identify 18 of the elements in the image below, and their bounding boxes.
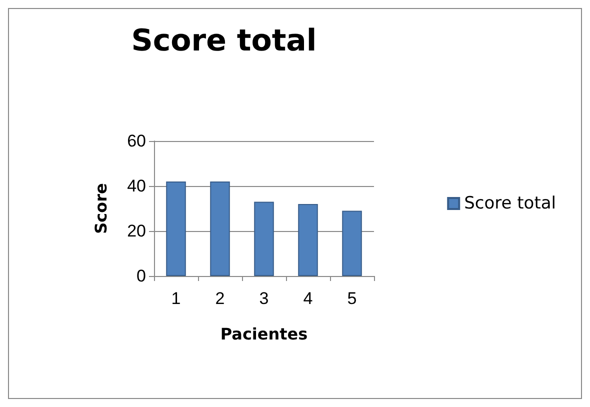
x-tick-label: 1 [171,289,181,308]
bar [210,182,230,276]
y-tick-label: 0 [136,266,146,286]
y-tick-label: 40 [127,176,146,196]
y-axis-title: Score [92,182,110,234]
bar [342,210,362,276]
legend-label: Score total [464,194,556,214]
y-tick-label: 60 [127,132,146,150]
bar [254,202,274,276]
x-tick-label: 3 [259,289,269,308]
x-tick-label: 4 [303,289,313,308]
bar [298,204,318,276]
x-tick-label: 2 [215,289,225,308]
y-tick-label: 20 [127,222,146,240]
x-tick-label: 5 [347,289,357,308]
x-axis-title: Pacientes [220,324,308,344]
chart-title: Score total [131,24,317,58]
bar [166,182,186,276]
